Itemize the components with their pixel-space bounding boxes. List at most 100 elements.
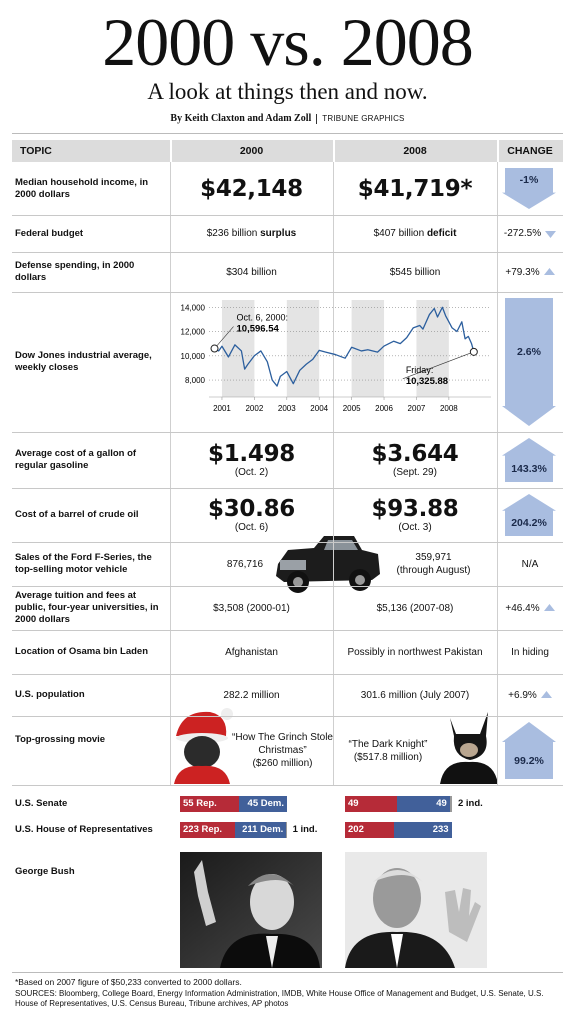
row-line bbox=[12, 785, 563, 786]
cell-text: $304 billion bbox=[226, 266, 277, 279]
change-cell: +46.4% bbox=[497, 586, 563, 630]
cell-text: $407 billion deficit bbox=[374, 227, 457, 240]
seat-label: 1 ind. bbox=[292, 824, 318, 835]
annotation-value: 10,325.88 bbox=[406, 376, 448, 387]
seat-label: 45 Dem. bbox=[247, 798, 284, 809]
grinch-photo bbox=[174, 708, 233, 784]
change-value: 2.6% bbox=[517, 346, 541, 358]
seat-label: 49 bbox=[348, 798, 359, 809]
note: ($517.8 million) bbox=[353, 751, 423, 763]
cell: “The Dark Knight” ($517.8 million) bbox=[333, 716, 443, 785]
arrow-shape bbox=[545, 230, 557, 238]
change-arrow bbox=[502, 722, 556, 779]
seat-bar: 45 Dem. bbox=[238, 796, 287, 812]
header-separator bbox=[170, 140, 172, 162]
topic: Location of Osama bin Laden bbox=[15, 646, 149, 657]
dow-line bbox=[214, 306, 475, 387]
text: “How The Grinch Stole Christmas” bbox=[232, 732, 336, 756]
column-line bbox=[333, 162, 334, 785]
note: (through August) bbox=[396, 565, 471, 576]
cell-text: Afghanistan bbox=[225, 646, 278, 659]
change-value: N/A bbox=[521, 558, 539, 570]
note: ($260 million) bbox=[252, 758, 313, 769]
text: $304 billion bbox=[226, 266, 277, 278]
row-line bbox=[12, 630, 563, 631]
change-value: 204.2% bbox=[511, 517, 547, 530]
topic: Average cost of a gallon of regular gaso… bbox=[15, 448, 137, 471]
cell: $30.86 (Oct. 6) bbox=[170, 488, 333, 542]
byline: By Keith Claxton and Adam Zoll bbox=[170, 113, 312, 124]
text: 282.2 million bbox=[223, 689, 280, 701]
change-arrow bbox=[502, 168, 556, 209]
change-value: -272.5% bbox=[503, 228, 542, 239]
batman-photo bbox=[440, 712, 498, 784]
note: (Oct. 3) bbox=[398, 521, 432, 533]
column-header: TOPIC bbox=[20, 145, 52, 157]
change-arrow bbox=[502, 494, 556, 536]
subtitle: A look at things then and now. bbox=[147, 79, 428, 104]
annotation-point bbox=[210, 344, 219, 353]
cell-text: 359,971 bbox=[415, 551, 451, 564]
arrow-shape bbox=[543, 604, 555, 611]
text: Possibly in northwest Pakistan bbox=[347, 646, 483, 658]
cell: 301.6 million (July 2007) bbox=[333, 674, 497, 716]
cell: 359,971 (through August) bbox=[370, 542, 497, 586]
cell-text: Possibly in northwest Pakistan bbox=[347, 646, 482, 659]
arrow-shape bbox=[502, 168, 556, 209]
year-band bbox=[286, 300, 320, 397]
cell-text: $545 billion bbox=[390, 266, 441, 279]
topic: Sales of the Ford F-Series, the top-sell… bbox=[15, 552, 152, 575]
annotation-point bbox=[469, 347, 478, 356]
change-cell: N/A bbox=[497, 542, 563, 586]
row-line bbox=[12, 716, 563, 717]
x-tick-label: 2002 bbox=[245, 404, 263, 413]
cell: $3.644 (Sept. 29) bbox=[333, 432, 497, 488]
x-tick-label: 2007 bbox=[408, 404, 426, 413]
row-line bbox=[12, 586, 563, 587]
seat-bar: 55 Rep. bbox=[180, 796, 239, 812]
change-arrow bbox=[502, 438, 556, 482]
small-arrow bbox=[543, 604, 555, 611]
cell: Afghanistan bbox=[170, 630, 333, 674]
arrow-shape bbox=[502, 722, 556, 779]
big-value: $3.644 bbox=[371, 440, 459, 467]
y-tick-label: 14,000 bbox=[181, 303, 206, 312]
cell-text: 282.2 million bbox=[223, 689, 279, 702]
seat-label: 211 Dem. bbox=[242, 824, 284, 835]
x-tick-label: 2008 bbox=[440, 404, 458, 413]
y-tick-label: 10,000 bbox=[181, 352, 206, 361]
row-line bbox=[12, 252, 563, 253]
leader-line bbox=[214, 326, 234, 349]
change-value: 99.2% bbox=[514, 754, 544, 767]
text: $407 billion bbox=[373, 228, 427, 239]
cell: Possibly in northwest Pakistan bbox=[333, 630, 497, 674]
arrow-shape bbox=[502, 438, 556, 482]
year-band bbox=[416, 300, 449, 397]
x-tick-label: 2004 bbox=[310, 404, 328, 413]
cell-text: $5,136 (2007-08) bbox=[377, 602, 454, 615]
dow-chart: 8,000 10,000 12,000 14,000 2001 2002 2003 2004 2… bbox=[181, 300, 491, 413]
note: (Sept. 29) bbox=[393, 466, 437, 478]
cell: $304 billion bbox=[170, 252, 333, 292]
cell: 876,716 bbox=[170, 542, 320, 586]
cell-text: “How The Grinch Stole Christmas” bbox=[232, 731, 333, 757]
chamber-label: U.S. House of Representatives bbox=[15, 824, 153, 835]
text: Afghanistan bbox=[225, 646, 278, 658]
seat-bar bbox=[449, 796, 452, 812]
seat-label: 55 Rep. bbox=[183, 798, 217, 809]
arrow-shape bbox=[502, 494, 556, 536]
cell: $42,148 bbox=[170, 162, 333, 215]
cell: $41,719* bbox=[333, 162, 497, 215]
row-line bbox=[12, 432, 563, 433]
year-band bbox=[351, 300, 385, 397]
topic: Average tuition and fees at public, four… bbox=[15, 590, 159, 625]
x-tick-label: 2003 bbox=[278, 404, 296, 413]
change-value: 143.3% bbox=[511, 462, 547, 475]
topic: Top-grossing movie bbox=[15, 734, 106, 745]
change-value: In hiding bbox=[511, 646, 549, 658]
annotation-value: 10,596.54 bbox=[237, 324, 280, 335]
byline-row: By Keith Claxton and Adam Zoll TRIBUNE G… bbox=[0, 113, 575, 124]
change-cell: +6.9% bbox=[497, 674, 563, 716]
bold-text: deficit bbox=[426, 228, 457, 239]
